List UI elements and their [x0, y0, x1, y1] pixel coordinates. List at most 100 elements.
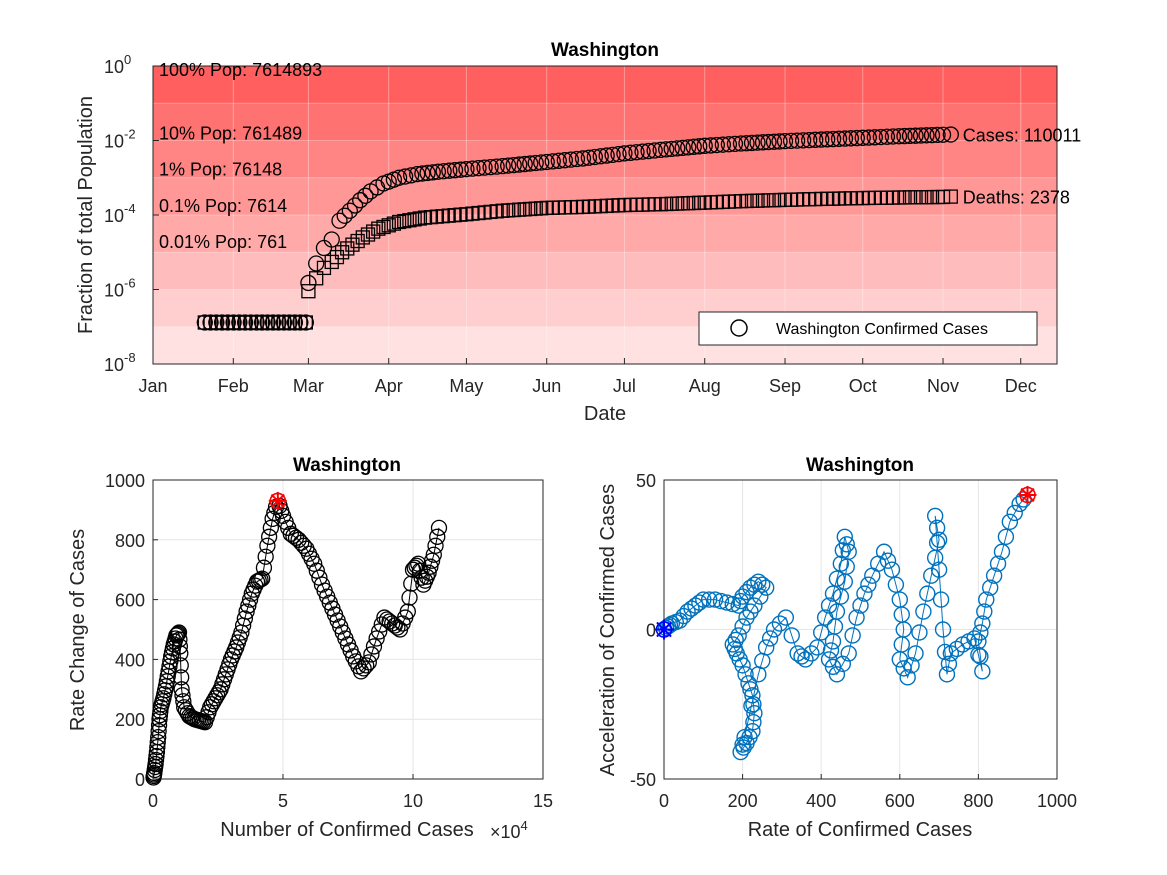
y-tick-label: 100	[104, 52, 131, 77]
acceleration-point	[752, 588, 769, 605]
deaths-point	[309, 271, 324, 286]
rate-point	[420, 564, 437, 581]
bottom-left-chart: 0 5 10 15 0 200 400 600 800 1000 Washington Numb…	[67, 455, 553, 842]
rate-point	[169, 625, 187, 642]
cases-point	[213, 314, 231, 331]
acceleration-point	[966, 630, 983, 647]
population-band-label: 0.1% Pop: 7614	[159, 196, 287, 216]
acceleration-point	[930, 531, 948, 548]
x-tick-label: Jul	[613, 376, 636, 396]
cases-point	[259, 314, 276, 331]
cases-point	[771, 133, 788, 150]
acceleration-point	[834, 655, 852, 673]
cases-point	[225, 314, 242, 331]
rate-point	[371, 623, 388, 640]
acceleration-point	[695, 591, 712, 608]
x-tick-label: Feb	[218, 376, 249, 396]
acceleration-point	[1006, 504, 1023, 522]
x-tick-label: 1000	[1037, 791, 1077, 811]
acceleration-point	[942, 645, 960, 662]
acceleration-point	[691, 594, 708, 611]
rate-point	[259, 537, 276, 554]
rate-point	[308, 562, 325, 579]
acceleration-point	[856, 585, 873, 602]
x-tick-label: 15	[533, 791, 553, 811]
y-tick-label: 400	[115, 650, 145, 670]
acceleration-point	[974, 615, 991, 632]
cases-point	[732, 135, 750, 152]
acceleration-point	[727, 631, 744, 649]
acceleration-point	[746, 705, 763, 722]
cases-point	[500, 157, 517, 174]
acceleration-point	[838, 536, 855, 553]
rate-point	[162, 653, 179, 670]
acceleration-point	[745, 696, 762, 713]
bottom-right-x-ticks: 0 200 400 600 800 1000	[659, 774, 1077, 811]
rate-point	[293, 534, 310, 551]
x-tick-label: Aug	[689, 376, 721, 396]
y-tick-label: 600	[115, 591, 145, 611]
acceleration-point	[797, 651, 814, 668]
bottom-left-y-ticks: 0 200 400 600 800 1000	[105, 471, 158, 790]
cases-point	[357, 187, 374, 204]
cases-point	[236, 314, 254, 331]
rate-point	[399, 603, 416, 620]
cases-point	[807, 131, 824, 148]
rate-point	[172, 645, 189, 662]
cases-point	[929, 126, 946, 144]
x-tick-label: 400	[806, 791, 836, 811]
acceleration-point	[970, 646, 987, 664]
cases-point	[634, 143, 651, 160]
deaths-point	[397, 213, 412, 229]
cases-point	[219, 314, 236, 331]
acceleration-point	[745, 713, 762, 731]
acceleration-point	[940, 655, 958, 673]
cases-point	[604, 146, 621, 164]
acceleration-point	[828, 570, 846, 587]
legend-entry-label: Washington Confirmed Cases	[776, 321, 988, 338]
cases-point	[544, 153, 561, 170]
acceleration-point	[824, 585, 842, 602]
rate-point	[306, 555, 323, 572]
top-chart-marks	[196, 126, 959, 331]
cases-point	[441, 162, 458, 179]
cases-point	[505, 156, 522, 174]
y-tick-label: 200	[115, 710, 145, 730]
x-tick-label: May	[449, 376, 483, 396]
acceleration-point	[732, 743, 749, 761]
acceleration-point	[1001, 513, 1019, 531]
cases-point	[196, 314, 213, 331]
cases-point	[824, 130, 842, 148]
latest-star-stroke	[1020, 487, 1035, 503]
cases-point	[550, 152, 567, 169]
deaths-point	[324, 254, 339, 270]
acceleration-point	[757, 579, 775, 596]
population-band-label: 100% Pop: 7614893	[159, 60, 322, 80]
acceleration-point	[972, 624, 989, 641]
bottom-left-axes-box	[152, 479, 544, 780]
acceleration-point	[948, 640, 965, 658]
rate-point	[365, 638, 383, 655]
top-chart-title: Washington	[551, 40, 659, 61]
cases-point	[720, 136, 738, 153]
cases-point	[890, 128, 908, 145]
y-tick-label: 10-4	[104, 201, 136, 226]
rate-point	[260, 528, 278, 545]
acceleration-point	[976, 603, 993, 620]
rate-point	[427, 537, 444, 554]
deaths-point	[407, 212, 422, 227]
acceleration-point	[915, 603, 932, 620]
acceleration-point	[828, 666, 846, 683]
acceleration-point	[860, 576, 877, 593]
acceleration-point	[734, 736, 751, 753]
cases-point	[872, 128, 890, 146]
x-tick-label: Mar	[293, 376, 324, 396]
bottom-left-x-ticks: 0 5 10 15	[148, 774, 553, 811]
x-tick-label: Dec	[1005, 376, 1037, 396]
acceleration-point	[932, 591, 950, 608]
cases-point	[396, 168, 414, 185]
cases-point	[782, 132, 800, 150]
cases-point	[281, 314, 298, 331]
population-band-label: 10% Pop: 761489	[159, 123, 302, 143]
